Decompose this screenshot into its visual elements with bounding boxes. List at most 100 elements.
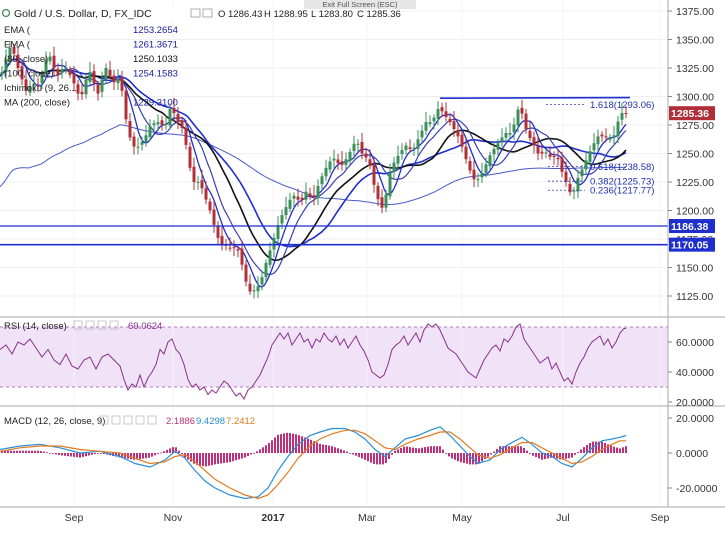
macd-histogram-bar — [70, 453, 72, 457]
macd-histogram-bar — [118, 453, 120, 458]
macd-remove-icon[interactable] — [123, 415, 133, 425]
macd-histogram-bar — [448, 453, 450, 457]
candle-body — [364, 153, 368, 158]
settings-icon[interactable] — [202, 8, 213, 18]
macd-histogram-bar — [274, 437, 276, 453]
candle-body — [152, 123, 156, 126]
macd-histogram-bar — [259, 449, 261, 453]
macd-histogram-bar — [397, 449, 399, 453]
macd-histogram-bar — [535, 453, 537, 458]
candle-body — [144, 135, 148, 143]
rsi-remove-icon[interactable] — [97, 320, 107, 330]
candle-body — [100, 79, 104, 92]
candle-body — [8, 48, 12, 62]
candle-body — [312, 195, 316, 198]
eye-icon[interactable] — [190, 8, 201, 18]
candlesticks — [0, 41, 628, 299]
macd-histogram-bar — [202, 453, 204, 467]
macd-more-icon[interactable] — [135, 415, 145, 425]
macd-histogram-bar — [565, 453, 567, 459]
macd-histogram-bar — [229, 453, 231, 463]
svg-text:1186.38: 1186.38 — [671, 221, 709, 233]
candle-body — [552, 156, 556, 157]
macd-histogram-bar — [424, 447, 426, 453]
macd-eye-icon[interactable] — [99, 415, 109, 425]
price-tick-label: 1250.00 — [676, 149, 714, 161]
macd-histogram-bar — [16, 450, 18, 453]
macd-histogram-bar — [364, 453, 366, 460]
candle-body — [600, 134, 604, 137]
macd-histogram-bar — [562, 453, 564, 460]
macd-histogram-bar — [418, 448, 420, 453]
candle-body — [572, 190, 576, 192]
macd-histogram-bar — [181, 453, 183, 455]
indicator-value: 1253.2654 — [133, 25, 178, 36]
indicator-label: Ichimoku (9, 26... — [4, 83, 77, 94]
macd-histogram-bar — [142, 453, 144, 459]
exit-fullscreen-banner[interactable]: Exit Full Screen (ESC) — [304, 0, 416, 9]
time-tick-label: Sep — [65, 512, 84, 524]
macd-histogram-bar — [322, 444, 324, 453]
macd-histogram-bar — [433, 446, 435, 453]
macd-histogram-bar — [136, 453, 138, 460]
rsi-tick-label: 20.0000 — [676, 397, 714, 409]
macd-histogram-bar — [400, 448, 402, 453]
macd-histogram-bar — [124, 453, 126, 459]
ohlc-high: H 1288.95 — [264, 9, 308, 20]
macd-histogram-bar — [19, 450, 21, 453]
rsi-eye-icon[interactable] — [73, 320, 83, 330]
rsi-more-icon[interactable] — [109, 320, 119, 330]
macd-histogram-bar — [613, 446, 615, 453]
candle-body — [388, 172, 392, 197]
candle-body — [396, 155, 400, 164]
candle-body — [416, 139, 420, 149]
candle-body — [568, 183, 572, 193]
candle-body — [300, 197, 304, 200]
macd-settings-icon[interactable] — [111, 415, 121, 425]
price-axis[interactable]: 1375.00 1350.00 1325.00 1300.00 1275.00 1250.… — [668, 6, 714, 303]
macd-histogram-bar — [379, 453, 381, 465]
fibonacci-lines[interactable]: 1.618(1293.06) 0.618(1238.58) 0.382(1225.7… — [546, 100, 654, 197]
candle-body — [216, 225, 220, 238]
candle-body — [392, 162, 396, 172]
macd-histogram-bar — [319, 443, 321, 453]
ema-100-line — [0, 58, 627, 248]
macd-histogram-bar — [106, 453, 108, 455]
candle-body — [516, 109, 520, 126]
candle-body — [4, 59, 8, 72]
price-tick-label: 1375.00 — [676, 6, 714, 18]
svg-text:2.1886: 2.1886 — [166, 416, 195, 427]
time-tick-label: May — [452, 512, 473, 524]
macd-histogram-bar — [367, 453, 369, 462]
macd-extra-icon[interactable] — [147, 415, 157, 425]
candle-body — [44, 59, 48, 74]
rsi-settings-icon[interactable] — [85, 320, 95, 330]
rsi-tick-label: 60.0000 — [676, 337, 714, 349]
time-axis[interactable]: Sep Nov 2017 Mar May Jul Sep — [65, 512, 670, 524]
candle-body — [192, 166, 196, 182]
candle-body — [112, 75, 116, 83]
candle-body — [0, 72, 4, 75]
candle-body — [232, 247, 236, 249]
candle-body — [424, 122, 428, 131]
macd-histogram-bar — [415, 448, 417, 453]
candle-body — [472, 169, 476, 180]
macd-tick-label: -20.0000 — [676, 483, 718, 495]
macd-histogram-bar — [352, 453, 354, 455]
candle-body — [184, 127, 188, 145]
macd-histogram-bar — [4, 450, 6, 453]
macd-histogram-bar — [406, 446, 408, 453]
candle-body — [164, 123, 168, 125]
macd-histogram-bar — [265, 445, 267, 453]
candle-body — [532, 137, 536, 146]
macd-histogram-bar — [307, 438, 309, 453]
macd-histogram-bar — [412, 447, 414, 453]
horizontal-levels[interactable] — [0, 96, 668, 246]
candle-body — [544, 152, 548, 154]
svg-text:9.4298: 9.4298 — [196, 416, 225, 427]
indicator-label: EMA ( — [4, 40, 31, 51]
macd-histogram-bar — [544, 453, 546, 460]
candle-body — [196, 182, 200, 183]
indicator-value: 1261.3671 — [133, 40, 178, 51]
